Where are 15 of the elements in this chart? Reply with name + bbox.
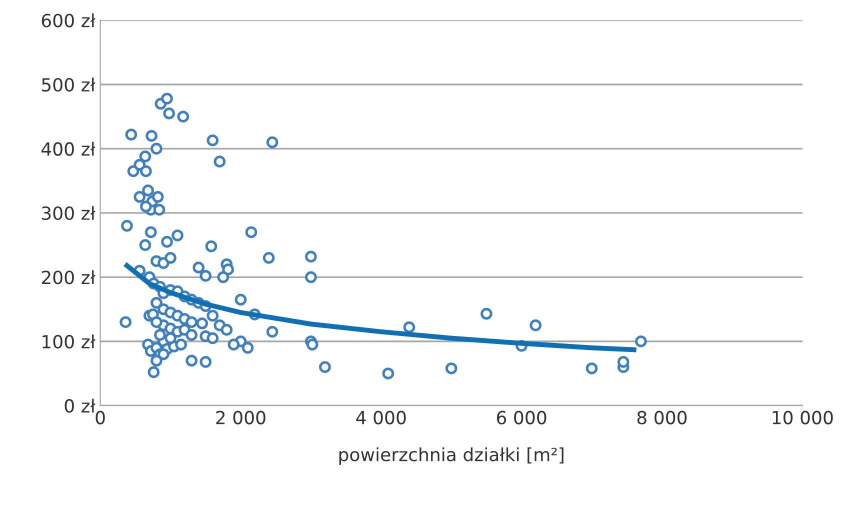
y-tick-label: 400 zł — [42, 142, 96, 156]
y-tick-label: 0 zł — [64, 398, 96, 413]
y-tick-label: 300 zł — [42, 206, 96, 220]
x-tick-label: 10 000 — [772, 410, 833, 424]
x-tick-label: 2 000 — [216, 410, 266, 424]
x-tick-label: 6 000 — [496, 410, 546, 424]
x-axis-title: powierzchnia działki [m²] — [339, 447, 564, 465]
x-tick-label: 8 000 — [637, 410, 687, 424]
x-tick-label: 0 — [96, 410, 105, 424]
y-tick-label: 100 zł — [42, 334, 96, 348]
line-series — [124, 263, 636, 352]
x-tick-label: 4 000 — [356, 410, 406, 424]
y-tick-label: 200 zł — [42, 270, 96, 284]
y-tick-label: 600 zł — [42, 13, 96, 28]
y-tick-label: 500 zł — [42, 78, 96, 92]
